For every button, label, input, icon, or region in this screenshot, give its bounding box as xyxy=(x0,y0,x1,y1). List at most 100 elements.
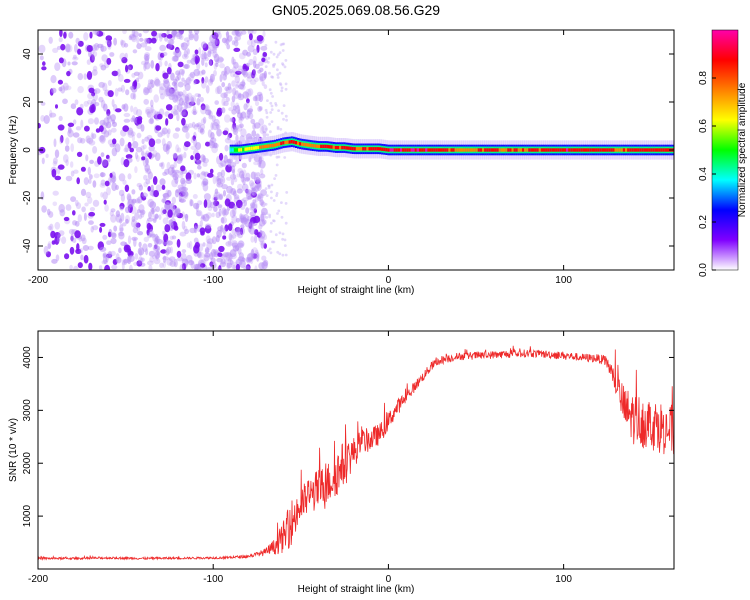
noise-speckle xyxy=(183,191,189,198)
noise-speckle xyxy=(162,72,169,79)
noise-speckle xyxy=(220,169,226,178)
y-tick-label: 4000 xyxy=(22,346,33,369)
noise-speckle xyxy=(247,30,254,36)
noise-speckle xyxy=(158,86,165,96)
signal-core xyxy=(454,148,458,152)
noise-speckle xyxy=(205,85,210,94)
noise-speckle xyxy=(124,184,130,192)
noise-speckle xyxy=(43,245,49,255)
noise-speckle xyxy=(193,32,199,42)
noise-speckle xyxy=(133,31,139,38)
noise-speckle xyxy=(127,64,133,71)
noise-speckle xyxy=(83,177,89,186)
noise-speckle xyxy=(181,69,185,77)
noise-speckle xyxy=(208,114,213,120)
noise-speckle xyxy=(250,39,256,48)
noise-speckle xyxy=(154,152,161,161)
noise-speckle xyxy=(179,231,187,237)
noise-speckle xyxy=(99,125,104,132)
noise-speckle xyxy=(131,219,138,228)
noise-speckle xyxy=(131,198,137,204)
noise-speckle xyxy=(83,100,89,107)
noise-speckle xyxy=(151,30,158,37)
noise-speckle xyxy=(259,67,264,73)
noise-speckle xyxy=(65,137,70,146)
noise-speckle xyxy=(176,238,181,248)
noise-speckle xyxy=(230,253,237,260)
signal-core xyxy=(532,148,536,152)
x-tick-label: -200 xyxy=(28,275,48,286)
noise-speckle xyxy=(162,209,167,215)
noise-speckle xyxy=(166,258,173,266)
signal-core xyxy=(267,144,271,148)
noise-speckle xyxy=(241,79,245,88)
noise-speckle xyxy=(136,118,143,125)
noise-speckle xyxy=(139,37,144,42)
noise-speckle xyxy=(259,125,265,135)
signal-core xyxy=(372,147,376,151)
noise-speckle xyxy=(240,227,243,235)
noise-speckle xyxy=(250,203,258,212)
colorbar: 0.0 0.2 0.4 0.6 0.8 Normalized spectral ampl… xyxy=(698,29,748,277)
signal-core xyxy=(511,148,515,152)
noise-speckle xyxy=(163,192,170,200)
y-tick-label: 2000 xyxy=(22,452,33,475)
noise-speckle xyxy=(88,211,96,217)
noise-speckle xyxy=(171,81,177,87)
signal-core xyxy=(397,148,401,152)
noise-speckle xyxy=(111,70,119,77)
noise-speckle xyxy=(203,193,211,201)
signal-core xyxy=(635,148,639,152)
noise-speckle xyxy=(143,236,149,243)
noise-speckle xyxy=(259,199,264,206)
noise-speckle xyxy=(213,249,219,255)
noise-speckle xyxy=(185,172,192,181)
noise-speckle xyxy=(220,258,226,265)
noise-speckle xyxy=(51,258,58,264)
noise-speckle xyxy=(201,69,206,75)
noise-speckle xyxy=(141,192,148,198)
noise-speckle xyxy=(276,68,279,72)
noise-speckle xyxy=(274,40,278,44)
noise-speckle xyxy=(260,242,265,249)
noise-speckle xyxy=(107,42,112,50)
noise-speckle xyxy=(87,118,95,125)
noise-speckle xyxy=(138,249,142,257)
noise-speckle xyxy=(155,184,162,192)
noise-speckle xyxy=(104,204,109,212)
noise-speckle xyxy=(214,86,220,95)
noise-speckle xyxy=(145,248,149,256)
noise-speckle xyxy=(280,215,284,219)
noise-speckle xyxy=(150,184,154,193)
noise-speckle xyxy=(119,52,126,61)
signal-core xyxy=(582,148,586,152)
noise-speckle xyxy=(134,166,138,174)
noise-speckle xyxy=(130,131,136,137)
noise-speckle xyxy=(285,191,289,194)
noise-speckle xyxy=(169,44,175,50)
noise-speckle xyxy=(222,130,229,136)
noise-speckle xyxy=(261,57,266,63)
noise-speckle xyxy=(113,37,117,46)
noise-speckle xyxy=(155,253,159,261)
x-tick-label: -200 xyxy=(28,574,48,585)
noise-speckle xyxy=(232,173,236,181)
noise-speckle xyxy=(205,199,212,208)
noise-speckle xyxy=(110,208,116,213)
signal-core xyxy=(257,145,261,150)
noise-speckle xyxy=(222,209,228,217)
noise-speckle xyxy=(140,145,145,152)
noise-speckle xyxy=(69,264,73,270)
noise-speckle xyxy=(170,246,173,254)
signal-core xyxy=(311,144,315,148)
noise-speckle xyxy=(140,257,145,262)
noise-speckle xyxy=(152,233,156,242)
noise-speckle xyxy=(193,267,199,270)
signal-core xyxy=(463,148,467,152)
noise-speckle xyxy=(80,188,87,196)
noise-speckle xyxy=(89,174,93,180)
noise-speckle xyxy=(155,138,162,144)
noise-speckle xyxy=(239,213,243,220)
noise-speckle xyxy=(154,250,161,259)
signal-core xyxy=(496,148,500,152)
